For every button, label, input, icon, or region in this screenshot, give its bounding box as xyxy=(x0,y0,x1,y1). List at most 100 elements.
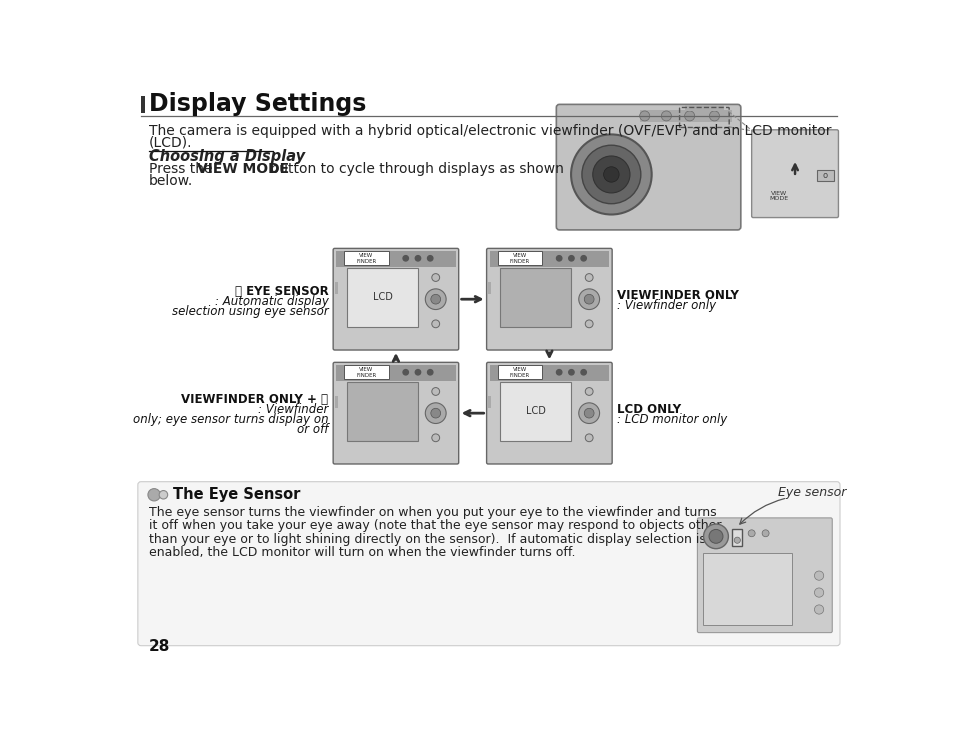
Circle shape xyxy=(432,434,439,441)
Bar xyxy=(335,251,456,267)
Circle shape xyxy=(568,370,574,375)
Text: than your eye or to light shining directly on the sensor).  If automatic display: than your eye or to light shining direct… xyxy=(149,533,705,545)
Circle shape xyxy=(556,370,561,375)
Circle shape xyxy=(580,256,586,261)
Text: LCD: LCD xyxy=(372,292,392,302)
Circle shape xyxy=(415,256,420,261)
Text: LCD ONLY: LCD ONLY xyxy=(617,403,680,416)
Text: VIEW
FINDER: VIEW FINDER xyxy=(356,367,376,378)
Circle shape xyxy=(578,403,598,423)
Text: VIEW
MODE: VIEW MODE xyxy=(768,191,787,201)
Text: VIEW
FINDER: VIEW FINDER xyxy=(509,253,530,264)
Bar xyxy=(489,251,608,267)
Text: : Viewfinder only: : Viewfinder only xyxy=(617,299,715,312)
Bar xyxy=(335,396,337,408)
Bar xyxy=(335,365,456,381)
Text: The camera is equipped with a hybrid optical/electronic viewfinder (OVF/EVF) and: The camera is equipped with a hybrid opt… xyxy=(149,123,830,138)
Text: The eye sensor turns the viewfinder on when you put your eye to the viewfinder a: The eye sensor turns the viewfinder on w… xyxy=(149,506,716,519)
Circle shape xyxy=(568,256,574,261)
Text: LCD: LCD xyxy=(525,406,545,416)
Circle shape xyxy=(571,135,651,215)
Circle shape xyxy=(761,530,768,537)
Bar xyxy=(639,110,731,122)
Text: enabled, the LCD monitor will turn on when the viewfinder turns off.: enabled, the LCD monitor will turn on wh… xyxy=(149,545,575,559)
Text: Ⓢ EYE SENSOR: Ⓢ EYE SENSOR xyxy=(234,285,328,298)
Text: VIEW
FINDER: VIEW FINDER xyxy=(509,367,530,378)
Circle shape xyxy=(584,320,593,328)
Text: VIEW MODE: VIEW MODE xyxy=(196,162,289,176)
Circle shape xyxy=(425,403,446,423)
Text: The Eye Sensor: The Eye Sensor xyxy=(173,487,300,502)
Circle shape xyxy=(747,530,755,537)
FancyBboxPatch shape xyxy=(137,482,840,646)
Circle shape xyxy=(603,167,618,183)
Bar xyxy=(488,396,491,408)
Text: only; eye sensor turns display on: only; eye sensor turns display on xyxy=(132,413,328,426)
FancyBboxPatch shape xyxy=(486,248,612,350)
Circle shape xyxy=(684,111,694,121)
Circle shape xyxy=(814,605,822,614)
Text: button to cycle through displays as shown: button to cycle through displays as show… xyxy=(266,162,564,176)
Circle shape xyxy=(584,434,593,441)
Text: o: o xyxy=(821,171,827,180)
Bar xyxy=(497,251,541,266)
Text: Display Settings: Display Settings xyxy=(149,93,366,117)
Text: : Automatic display: : Automatic display xyxy=(214,295,328,308)
Bar xyxy=(489,365,608,381)
Circle shape xyxy=(432,320,439,328)
Text: it off when you take your eye away (note that the eye sensor may respond to obje: it off when you take your eye away (note… xyxy=(149,519,720,533)
Circle shape xyxy=(814,571,822,580)
Text: : Viewfinder: : Viewfinder xyxy=(258,403,328,416)
Text: VIEW
FINDER: VIEW FINDER xyxy=(356,253,376,264)
Circle shape xyxy=(583,408,594,418)
Circle shape xyxy=(159,491,168,499)
Text: VIEWFINDER ONLY: VIEWFINDER ONLY xyxy=(617,289,738,302)
Bar xyxy=(500,268,571,327)
FancyBboxPatch shape xyxy=(486,362,612,464)
Text: or off: or off xyxy=(296,423,328,436)
Text: VIEWFINDER ONLY + Ⓢ: VIEWFINDER ONLY + Ⓢ xyxy=(181,393,328,406)
Bar xyxy=(335,283,337,294)
Circle shape xyxy=(592,156,629,193)
Circle shape xyxy=(556,256,561,261)
Bar xyxy=(702,554,791,625)
Text: Press the: Press the xyxy=(149,162,216,176)
Circle shape xyxy=(425,289,446,310)
Bar xyxy=(347,381,417,441)
Bar xyxy=(344,365,388,379)
Bar xyxy=(497,365,541,379)
Circle shape xyxy=(581,145,640,203)
FancyBboxPatch shape xyxy=(333,248,458,350)
Circle shape xyxy=(415,370,420,375)
Circle shape xyxy=(584,274,593,281)
Circle shape xyxy=(148,488,160,501)
Bar xyxy=(732,529,741,545)
Text: (LCD).: (LCD). xyxy=(149,135,192,149)
Text: Eye sensor: Eye sensor xyxy=(778,486,845,499)
Circle shape xyxy=(402,256,408,261)
Text: : LCD monitor only: : LCD monitor only xyxy=(617,413,726,426)
Circle shape xyxy=(584,387,593,396)
Bar xyxy=(500,381,571,441)
Circle shape xyxy=(427,256,433,261)
Circle shape xyxy=(734,537,740,543)
Text: below.: below. xyxy=(149,174,193,188)
Bar xyxy=(141,96,145,113)
Circle shape xyxy=(709,111,719,121)
FancyBboxPatch shape xyxy=(697,518,831,633)
Circle shape xyxy=(814,588,822,597)
Circle shape xyxy=(639,111,649,121)
Bar xyxy=(344,251,388,266)
Circle shape xyxy=(580,370,586,375)
Circle shape xyxy=(583,294,594,304)
Circle shape xyxy=(431,294,440,304)
FancyBboxPatch shape xyxy=(333,362,458,464)
FancyBboxPatch shape xyxy=(751,130,838,218)
Circle shape xyxy=(432,387,439,396)
Circle shape xyxy=(431,408,440,418)
Bar xyxy=(347,268,417,327)
FancyBboxPatch shape xyxy=(556,105,740,230)
Text: selection using eye sensor: selection using eye sensor xyxy=(172,305,328,318)
Bar xyxy=(816,170,833,180)
Bar xyxy=(488,283,491,294)
